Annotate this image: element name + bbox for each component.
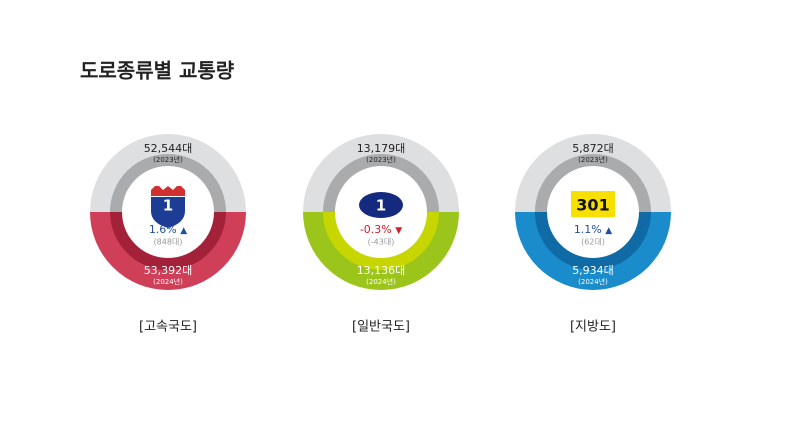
prev-value: 52,544대: [144, 142, 193, 155]
curr-value: 5,934대: [572, 264, 614, 277]
prev-year: (2023년): [578, 155, 608, 164]
change-arrow: ▲: [605, 226, 612, 236]
change: 1.6% ▲: [149, 223, 187, 236]
prev-value: 5,872대: [572, 142, 614, 155]
change: -0.3% ▼: [360, 223, 402, 236]
prev-value: 13,179대: [357, 142, 406, 155]
curr-value: 13,136대: [357, 264, 406, 277]
prev-year: (2023년): [153, 155, 183, 164]
sign-number: 301: [576, 196, 609, 215]
curr-value: 53,392대: [144, 264, 193, 277]
prev-year: (2023년): [366, 155, 396, 164]
change-diff: (62대): [581, 238, 605, 247]
road-label: [일반국도]: [352, 320, 410, 335]
road-label: [지방도]: [570, 320, 616, 335]
change-diff: (-43대): [368, 238, 395, 247]
change: 1.1% ▲: [574, 223, 612, 236]
sign-number: 1: [163, 197, 173, 215]
change-arrow: ▲: [180, 226, 187, 236]
shield-top: [151, 186, 185, 196]
curr-year: (2024년): [366, 277, 396, 286]
rect-sign: [571, 191, 615, 217]
curr-year: (2024년): [153, 277, 183, 286]
shield: [151, 197, 185, 228]
title: 도로종류별 교통량: [80, 59, 235, 83]
change-value: 1.1%: [574, 223, 602, 236]
change-value: -0.3%: [360, 223, 392, 236]
change-diff: (848대): [154, 238, 183, 247]
curr-year: (2024년): [578, 277, 608, 286]
change-arrow: ▼: [395, 226, 402, 236]
sign-number: 1: [376, 197, 386, 215]
road-label: [고속국도]: [139, 320, 197, 335]
change-value: 1.6%: [149, 223, 177, 236]
oval-sign: [359, 192, 403, 218]
